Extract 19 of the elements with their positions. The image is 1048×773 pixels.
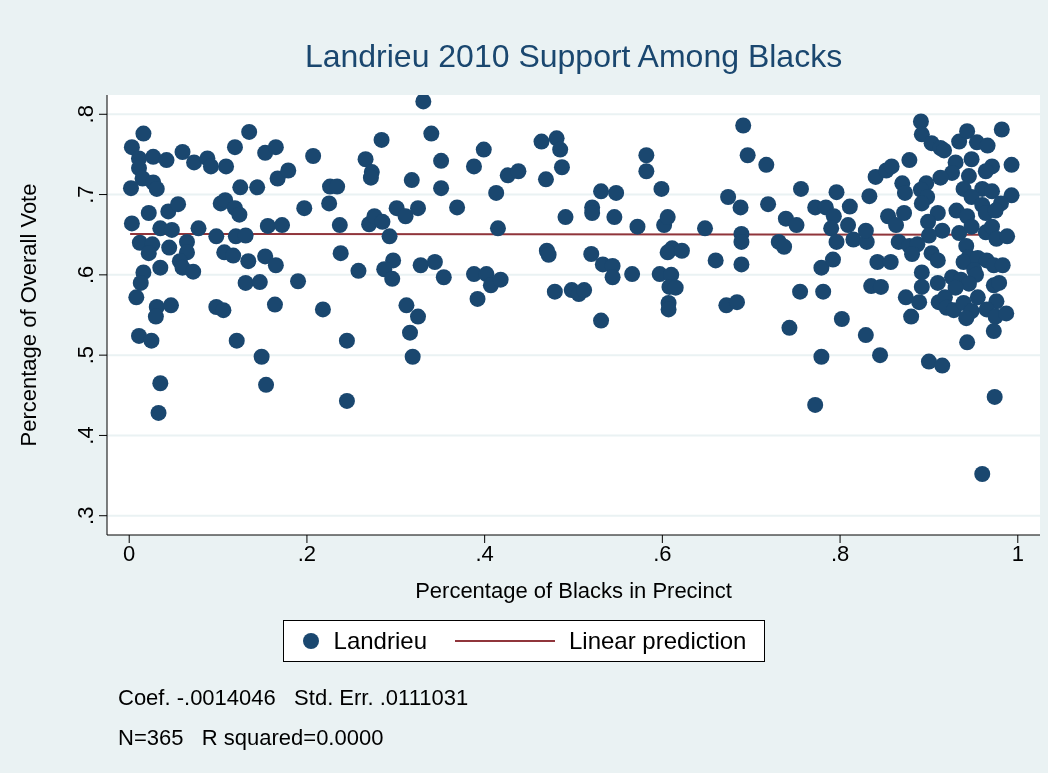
y-tick-label: .5 (73, 345, 98, 365)
x-tick-label: .2 (297, 540, 317, 566)
x-tick-label: .4 (475, 540, 494, 566)
x-tick-label: 0 (123, 540, 136, 566)
y-axis-title: Percentage of Overall Vote (15, 183, 41, 447)
text: N=365 R squared=0.0000 (118, 724, 385, 752)
chart-title: Landrieu 2010 Support Among Blacks (303, 38, 844, 75)
y-tick-label: .6 (73, 265, 98, 285)
legend-label: Landrieu (333, 627, 427, 655)
x-tick-label: .8 (830, 540, 850, 566)
y-tick-label: .8 (73, 105, 98, 124)
text: Coef. -.0014046 Std. Err. .0111031 (118, 684, 469, 712)
y-tick-label: .7 (73, 185, 98, 204)
legend-label: Linear prediction (568, 627, 747, 655)
y-tick-label: .4 (73, 426, 98, 445)
x-axis-title: Percentage of Blacks in Precinct (415, 578, 732, 603)
x-tick-label: 1 (1011, 540, 1024, 566)
y-tick-label: .3 (73, 506, 98, 525)
x-tick-label: .6 (653, 540, 672, 566)
